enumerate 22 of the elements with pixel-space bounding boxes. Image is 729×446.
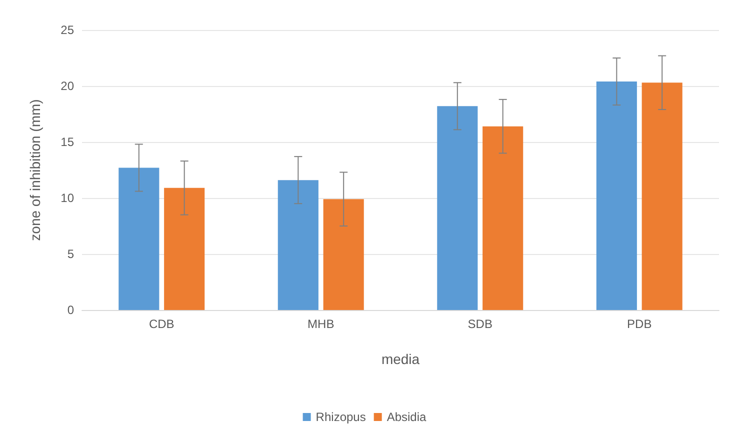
bar <box>118 168 160 310</box>
y-axis-title: zone of inhibition (mm) <box>27 99 43 241</box>
y-tick-label: 20 <box>60 79 74 93</box>
y-tick-label: 0 <box>67 303 74 317</box>
x-tick-label: SDB <box>468 317 492 331</box>
x-tick-label: MHB <box>308 317 334 331</box>
bar <box>437 106 478 310</box>
legend-label: Absidia <box>386 410 427 424</box>
y-tick-label: 25 <box>60 23 74 37</box>
y-tick-label: 15 <box>60 135 74 149</box>
y-tick-label: 10 <box>60 191 74 205</box>
x-tick-label: CDB <box>148 317 174 331</box>
bar <box>278 180 318 310</box>
bar <box>642 82 682 310</box>
legend-label: Rhizopus <box>316 410 366 424</box>
x-tick-label: PDB <box>627 317 652 331</box>
bar <box>164 188 205 310</box>
x-axis-title: media <box>381 351 420 367</box>
y-tick-label: 5 <box>67 247 74 261</box>
bar <box>482 126 524 310</box>
bar <box>596 82 637 310</box>
bar <box>323 199 364 310</box>
